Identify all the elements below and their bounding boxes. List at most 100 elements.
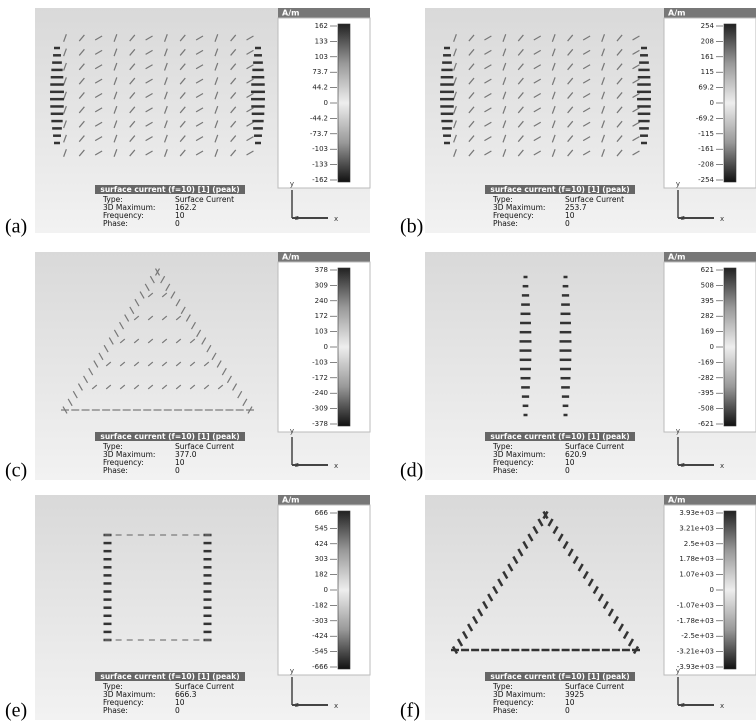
arrow-glyph bbox=[484, 35, 492, 41]
arrow-glyph bbox=[542, 510, 549, 520]
arrow-glyph bbox=[612, 615, 619, 625]
info-value: Surface Current bbox=[175, 682, 234, 691]
arrow-glyph bbox=[502, 62, 507, 71]
info-key: Frequency: bbox=[493, 211, 534, 220]
arrow-glyph bbox=[533, 136, 542, 142]
arrow-glyph bbox=[567, 149, 574, 157]
scale-label: 0 bbox=[324, 99, 328, 107]
arrow-glyph bbox=[179, 106, 186, 114]
arrow-glyph bbox=[206, 344, 212, 353]
arrow-glyph bbox=[83, 375, 89, 384]
arrow-glyph bbox=[468, 48, 475, 56]
arrow-glyph bbox=[230, 106, 237, 114]
arrow-glyph bbox=[214, 48, 219, 57]
arrow-glyph bbox=[113, 149, 118, 157]
scale-label: -395 bbox=[698, 389, 714, 397]
panel-label: (b) bbox=[400, 216, 423, 238]
arrow-glyph bbox=[165, 283, 171, 292]
info-key: Phase: bbox=[493, 466, 518, 475]
arrow-glyph bbox=[632, 78, 640, 84]
arrow-glyph bbox=[451, 645, 459, 655]
arrow-glyph bbox=[230, 120, 237, 128]
arrow-glyph bbox=[587, 578, 594, 587]
arrow-glyph bbox=[517, 135, 524, 143]
info-key: 3D Maximum: bbox=[493, 203, 545, 212]
arrow-glyph bbox=[582, 49, 591, 55]
arrow-glyph bbox=[78, 149, 85, 157]
arrow-glyph bbox=[632, 49, 640, 55]
info-value: 0 bbox=[175, 706, 180, 715]
arrow-glyph bbox=[163, 48, 168, 57]
scale-label: 545 bbox=[315, 524, 328, 532]
arrow-glyph bbox=[246, 92, 254, 99]
scale-label: 1.07e+03 bbox=[679, 571, 714, 579]
arrow-glyph bbox=[175, 338, 182, 344]
arrow-glyph bbox=[597, 593, 604, 602]
scale-label: -2.5e+03 bbox=[681, 632, 714, 640]
arrow-glyph bbox=[533, 121, 542, 127]
arrow-glyph bbox=[453, 48, 457, 57]
panel-label: (f) bbox=[400, 700, 420, 722]
arrow-glyph bbox=[492, 585, 499, 595]
arrow-glyph bbox=[246, 64, 254, 70]
arrow-glyph bbox=[72, 390, 78, 399]
info-value: Surface Current bbox=[175, 442, 234, 451]
arrow-glyph bbox=[63, 149, 67, 157]
arrow-glyph bbox=[78, 77, 85, 85]
axis-label-y: y bbox=[290, 667, 294, 675]
info-title-bar bbox=[95, 672, 245, 681]
arrow-glyph bbox=[517, 106, 524, 114]
arrow-glyph bbox=[456, 638, 464, 647]
arrow-glyph bbox=[195, 121, 204, 127]
arrow-glyph bbox=[145, 107, 153, 113]
scale-label: 208 bbox=[701, 37, 714, 45]
scale-label: 395 bbox=[701, 297, 714, 305]
arrow-glyph bbox=[557, 533, 564, 542]
arrow-glyph bbox=[189, 338, 196, 344]
arrow-glyph bbox=[502, 105, 507, 114]
arrow-glyph bbox=[103, 344, 109, 353]
scale-label: -424 bbox=[312, 632, 328, 640]
arrow-glyph bbox=[145, 49, 153, 55]
arrow-glyph bbox=[551, 134, 556, 143]
arrow-glyph bbox=[582, 150, 591, 156]
arrow-glyph bbox=[62, 406, 68, 414]
info-value: Surface Current bbox=[565, 195, 624, 204]
info-value: 10 bbox=[565, 458, 575, 467]
arrow-glyph bbox=[497, 578, 504, 587]
arrow-glyph bbox=[616, 63, 623, 71]
scale-label: -508 bbox=[698, 405, 714, 413]
arrow-glyph bbox=[175, 384, 182, 390]
arrow-glyph bbox=[468, 135, 475, 143]
scale-label: -162 bbox=[312, 176, 328, 184]
arrow-glyph bbox=[129, 149, 136, 157]
axis-label-x: x bbox=[720, 702, 724, 710]
arrow-glyph bbox=[551, 48, 556, 57]
scale-label: 0 bbox=[710, 343, 714, 351]
arrow-glyph bbox=[246, 136, 254, 142]
axis-label-x: x bbox=[334, 462, 338, 470]
arrow-glyph bbox=[484, 150, 492, 156]
legend-unit: A/m bbox=[668, 9, 685, 18]
arrow-glyph bbox=[602, 600, 609, 610]
arrow-glyph bbox=[453, 105, 457, 114]
arrow-glyph bbox=[502, 91, 507, 100]
legend-header bbox=[664, 252, 756, 262]
scale-label: 172 bbox=[315, 312, 328, 320]
arrow-glyph bbox=[94, 35, 103, 41]
scale-label: -621 bbox=[698, 420, 714, 428]
color-bar bbox=[723, 267, 737, 427]
scale-label: -103 bbox=[312, 358, 328, 366]
scale-label: -44.2 bbox=[310, 114, 328, 122]
arrow-glyph bbox=[517, 48, 524, 56]
info-title-bar bbox=[485, 185, 635, 194]
arrow-glyph bbox=[467, 623, 474, 632]
legend-unit: A/m bbox=[282, 496, 299, 505]
arrow-glyph bbox=[502, 570, 509, 580]
arrow-glyph bbox=[632, 92, 640, 99]
legend-unit: A/m bbox=[668, 253, 685, 262]
arrow-glyph bbox=[214, 62, 219, 71]
arrow-glyph bbox=[189, 384, 196, 390]
info-title: surface current (f=10) [1] (peak) bbox=[490, 672, 629, 681]
